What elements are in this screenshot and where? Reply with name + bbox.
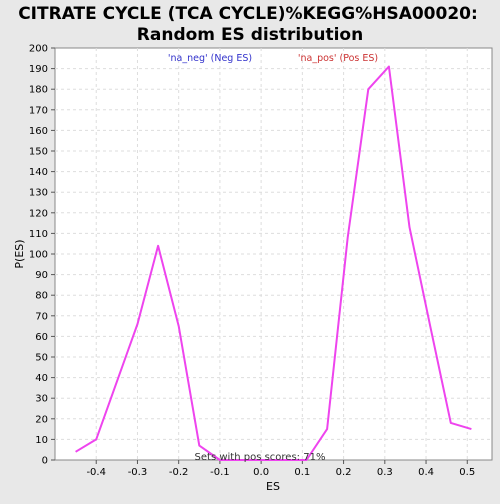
y-tick-label: 170 (29, 105, 48, 116)
x-tick-label: -0.4 (86, 467, 106, 478)
y-tick-label: 30 (35, 394, 48, 405)
chart-title-line2: Random ES distribution (137, 25, 363, 45)
x-tick-label: 0.2 (336, 467, 352, 478)
y-tick-label: 70 (35, 311, 48, 322)
y-axis-label: P(ES) (13, 239, 26, 268)
x-tick-label: 0.0 (253, 467, 269, 478)
pos-scores-annotation: Sets with pos scores: 71% (195, 452, 326, 463)
x-tick-label: -0.3 (128, 467, 148, 478)
x-tick-label: 0.4 (418, 467, 434, 478)
y-tick-label: 140 (29, 167, 48, 178)
series-layer (75, 65, 472, 461)
y-tick-label: 60 (35, 332, 48, 343)
y-tick-label: 150 (29, 147, 48, 158)
y-tick-label: 120 (29, 208, 48, 219)
y-tick-label: 10 (35, 435, 48, 446)
y-tick-label: 80 (35, 291, 48, 302)
y-tick-label: 100 (29, 250, 48, 261)
y-tick-label: 180 (29, 85, 48, 96)
x-tick-label: 0.5 (459, 467, 475, 478)
y-tick-label: 90 (35, 270, 48, 281)
y-tick-label: 130 (29, 188, 48, 199)
x-tick-label: -0.1 (210, 467, 230, 478)
x-tick-label: 0.3 (377, 467, 393, 478)
chart-title-line1: CITRATE CYCLE (TCA CYCLE)%KEGG%HSA00020: (18, 4, 478, 24)
x-tick-label: 0.1 (294, 467, 310, 478)
legend-pos: 'na_pos' (Pos ES) (298, 53, 378, 64)
grid (55, 48, 492, 460)
x-axis-ticks: -0.4 -0.3 -0.2 -0.1 0.0 0.1 0.2 0.3 0.4 0.5 (86, 460, 475, 478)
y-tick-label: 0 (42, 456, 48, 467)
x-axis-label: ES (266, 480, 280, 493)
series-line (75, 65, 472, 461)
y-axis-ticks: 0 10 20 30 40 50 60 70 80 90 100 110 120 130 140 150 160… (29, 44, 55, 467)
y-tick-label: 110 (29, 229, 48, 240)
y-tick-label: 200 (29, 44, 48, 55)
y-tick-label: 40 (35, 373, 48, 384)
y-tick-label: 190 (29, 64, 48, 75)
legend-neg: 'na_neg' (Neg ES) (168, 53, 252, 64)
y-tick-label: 20 (35, 414, 48, 425)
x-tick-label: -0.2 (169, 467, 189, 478)
y-tick-label: 50 (35, 353, 48, 364)
y-tick-label: 160 (29, 126, 48, 137)
